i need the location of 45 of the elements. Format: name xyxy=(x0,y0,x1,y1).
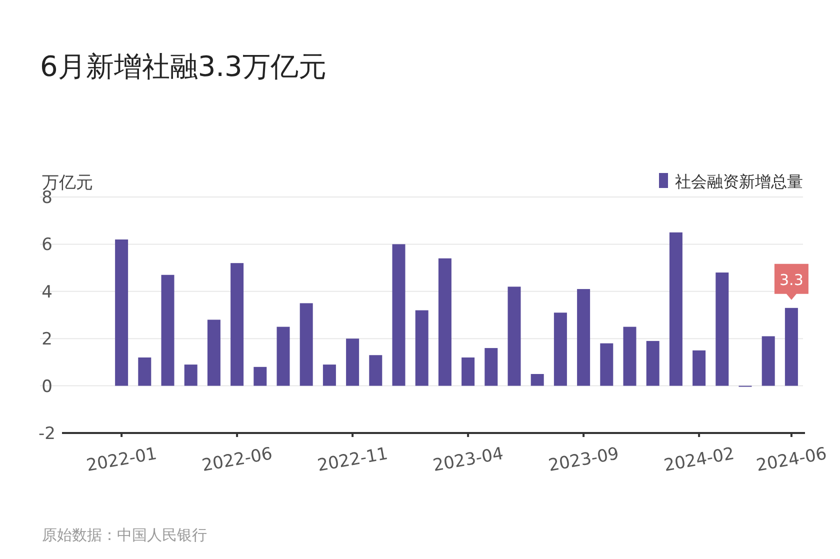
bar xyxy=(115,239,128,386)
bar xyxy=(346,338,360,386)
bar xyxy=(462,357,475,386)
text: 原始数据：中国人民银行 xyxy=(42,526,207,544)
bar xyxy=(207,320,220,386)
chart-title: 6月新增社融3.3万亿元 xyxy=(40,50,326,83)
bar xyxy=(508,286,521,386)
bar xyxy=(254,366,267,386)
x-tick-label: 2022-06 xyxy=(200,444,274,476)
y-tick-label: 2 xyxy=(42,330,52,350)
bar xyxy=(300,303,313,386)
legend-label: 社会融资新增总量 xyxy=(675,172,803,191)
y-tick-label: -2 xyxy=(38,424,56,444)
bar xyxy=(392,244,406,386)
bar xyxy=(577,289,590,386)
bar xyxy=(438,258,452,386)
bar xyxy=(184,364,198,386)
bar xyxy=(762,336,775,386)
bar xyxy=(716,272,729,386)
bar xyxy=(322,364,336,386)
bar xyxy=(369,355,382,386)
x-tick-label: 2024-06 xyxy=(754,444,828,476)
bar xyxy=(484,348,498,386)
bar xyxy=(600,343,614,386)
x-tick-label: 2022-01 xyxy=(85,444,158,476)
bar xyxy=(530,374,544,386)
bar xyxy=(669,232,682,386)
bar xyxy=(784,308,798,386)
x-tick-label: 2023-04 xyxy=(432,444,505,476)
bar xyxy=(415,310,428,386)
bar xyxy=(161,274,174,386)
bar xyxy=(554,312,567,386)
bar xyxy=(138,357,152,386)
x-tick-label: 2024-02 xyxy=(662,444,736,476)
x-tick-label: 2023-09 xyxy=(547,444,620,476)
y-tick-label: 6 xyxy=(42,235,52,256)
bar xyxy=(692,350,706,386)
bar xyxy=(623,326,636,386)
bar xyxy=(646,340,660,386)
x-tick-label: 2022-11 xyxy=(316,444,390,476)
y-tick-label: 0 xyxy=(42,376,52,397)
y-tick-label: 4 xyxy=(42,282,52,302)
bar xyxy=(276,326,290,386)
data-label: 3.3 xyxy=(780,270,804,289)
bar xyxy=(230,263,244,386)
